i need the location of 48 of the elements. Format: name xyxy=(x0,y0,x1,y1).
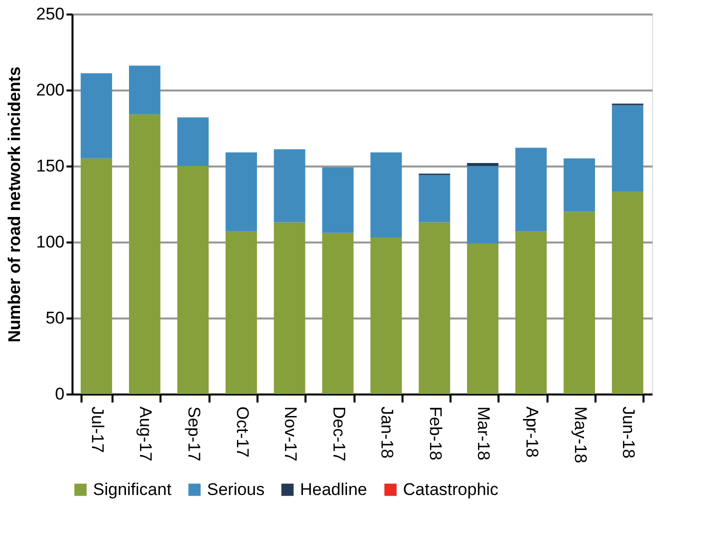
bar xyxy=(128,114,160,394)
bar xyxy=(274,149,306,222)
x-tick-label: Mar-18 xyxy=(474,406,494,460)
bar xyxy=(612,192,644,394)
y-tick-label: 50 xyxy=(46,308,64,328)
y-tick-label: 100 xyxy=(36,232,64,252)
x-tick-label: Apr-18 xyxy=(522,406,542,458)
x-tick-label: Nov-17 xyxy=(281,406,300,462)
bar xyxy=(467,244,498,394)
x-tick-label: Jul-17 xyxy=(88,406,107,453)
bar xyxy=(226,231,257,394)
bar xyxy=(322,168,354,233)
bar xyxy=(226,152,257,232)
x-tick-label: Jan-18 xyxy=(378,406,397,458)
bar xyxy=(177,166,209,394)
bar xyxy=(418,175,450,222)
bar xyxy=(80,158,112,394)
y-axis-title: Number of road network incidents xyxy=(5,66,24,342)
bar xyxy=(80,73,112,158)
bar xyxy=(128,66,160,114)
bar xyxy=(612,105,644,192)
y-tick-label: 0 xyxy=(55,384,64,404)
x-tick-label: Aug-17 xyxy=(136,406,156,462)
bar xyxy=(370,152,402,238)
legend-label: Significant xyxy=(93,480,172,499)
y-tick-label: 150 xyxy=(36,156,64,176)
legend-label: Catastrophic xyxy=(403,480,499,499)
bar xyxy=(564,158,596,212)
bar xyxy=(177,117,209,166)
x-tick-label: Oct-17 xyxy=(232,406,252,458)
legend-label: Headline xyxy=(300,480,368,499)
bar xyxy=(515,148,547,232)
bar xyxy=(322,232,354,394)
x-tick-label: Dec-17 xyxy=(329,406,348,462)
bar xyxy=(515,231,547,394)
bar xyxy=(418,222,450,394)
y-tick-label: 200 xyxy=(36,80,64,100)
x-tick-label: Feb-18 xyxy=(426,406,445,460)
x-tick-label: Sep-17 xyxy=(184,406,204,462)
legend-label: Serious xyxy=(207,480,265,499)
x-tick-label: May-18 xyxy=(570,406,590,464)
bar xyxy=(564,212,596,394)
x-tick-label: Jun-18 xyxy=(619,406,638,458)
bar xyxy=(370,237,402,394)
bar xyxy=(274,222,306,394)
y-tick-label: 250 xyxy=(36,4,64,24)
bar xyxy=(467,166,498,244)
bar xyxy=(467,162,498,166)
